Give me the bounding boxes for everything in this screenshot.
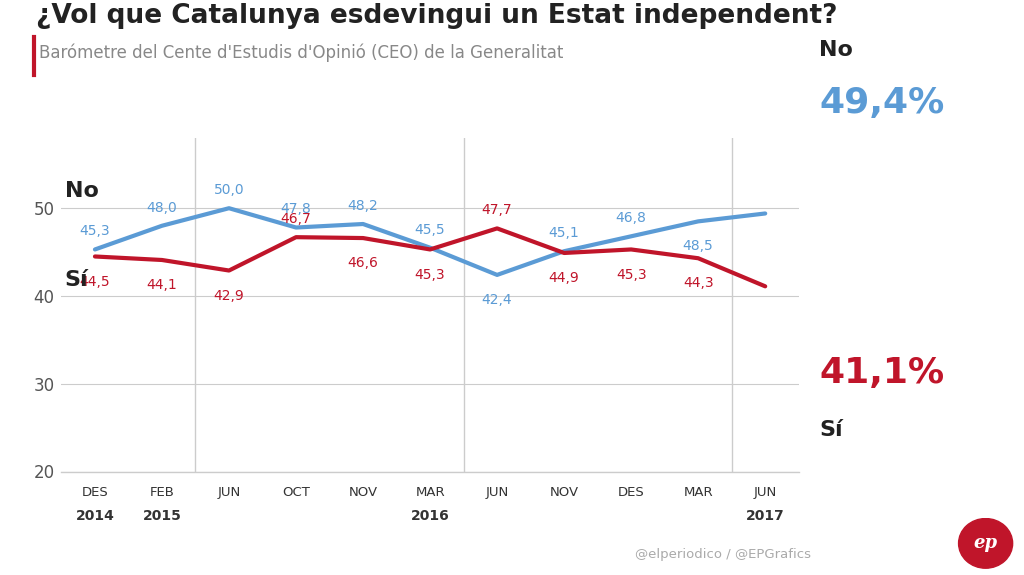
Text: Sí: Sí: [65, 270, 88, 290]
Text: 2015: 2015: [142, 509, 181, 523]
Text: No: No: [65, 181, 98, 201]
Text: 2016: 2016: [411, 509, 450, 523]
Text: 42,9: 42,9: [214, 289, 245, 302]
Text: 2017: 2017: [745, 509, 784, 523]
Text: @elperiodico / @EPGrafics: @elperiodico / @EPGrafics: [635, 547, 811, 561]
Circle shape: [958, 519, 1013, 568]
Text: NOV: NOV: [348, 486, 378, 499]
Text: 46,7: 46,7: [281, 212, 311, 226]
Text: 45,1: 45,1: [549, 226, 580, 240]
Text: 45,3: 45,3: [80, 224, 111, 239]
Text: 2014: 2014: [76, 509, 115, 523]
Text: 45,3: 45,3: [615, 267, 646, 282]
Text: Sí: Sí: [819, 420, 843, 440]
Text: 44,9: 44,9: [549, 271, 580, 285]
Text: NOV: NOV: [550, 486, 579, 499]
Text: 48,0: 48,0: [146, 201, 177, 214]
Text: 45,3: 45,3: [415, 267, 445, 282]
Text: 41,1%: 41,1%: [819, 356, 944, 390]
Text: Barómetre del Cente d'Estudis d'Opinió (CEO) de la Generalitat: Barómetre del Cente d'Estudis d'Opinió (…: [39, 43, 563, 62]
Text: 49,4%: 49,4%: [819, 86, 944, 120]
Text: 44,1: 44,1: [146, 278, 177, 292]
Text: JUN: JUN: [485, 486, 509, 499]
Text: No: No: [819, 40, 853, 60]
Text: DES: DES: [82, 486, 109, 499]
Text: ep: ep: [974, 534, 997, 553]
Text: JUN: JUN: [217, 486, 241, 499]
Text: MAR: MAR: [416, 486, 444, 499]
Text: 47,8: 47,8: [281, 202, 311, 216]
Text: DES: DES: [617, 486, 644, 499]
Text: 44,5: 44,5: [80, 274, 111, 289]
Text: 48,5: 48,5: [683, 239, 714, 254]
Text: OCT: OCT: [282, 486, 310, 499]
Text: ¿Vol que Catalunya esdevingui un Estat independent?: ¿Vol que Catalunya esdevingui un Estat i…: [36, 3, 838, 29]
Text: 44,3: 44,3: [683, 277, 714, 290]
Text: 45,5: 45,5: [415, 223, 445, 236]
Text: JUN: JUN: [754, 486, 777, 499]
Text: MAR: MAR: [683, 486, 713, 499]
Text: 46,6: 46,6: [347, 256, 379, 270]
Text: 42,4: 42,4: [482, 293, 512, 307]
Text: 46,8: 46,8: [615, 211, 646, 225]
Text: FEB: FEB: [150, 486, 174, 499]
Text: 50,0: 50,0: [214, 183, 245, 197]
Text: 47,7: 47,7: [482, 204, 512, 217]
Text: 48,2: 48,2: [348, 199, 379, 213]
